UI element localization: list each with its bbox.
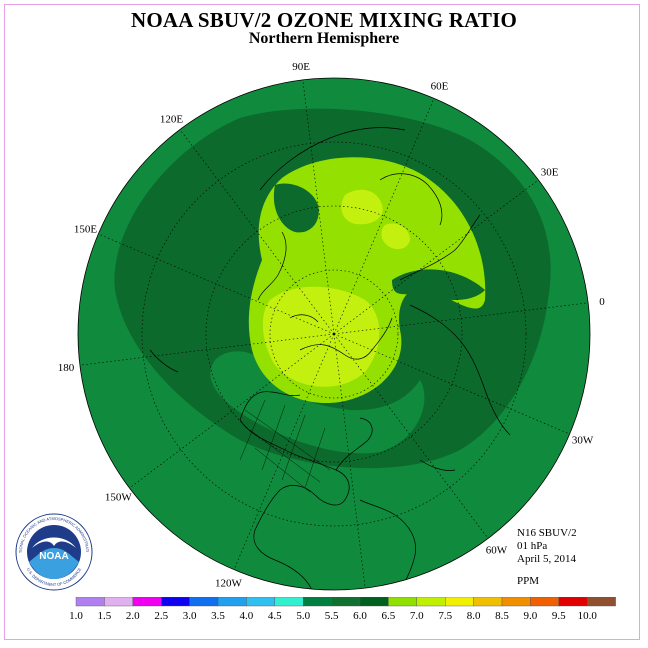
noaa-logo: NOAA NATIONAL OCEANIC AND ATMOSPHERIC AD… — [14, 512, 93, 591]
colorbar-swatch — [587, 597, 616, 607]
colorbar-swatch — [331, 597, 361, 607]
field-core-2 — [262, 286, 380, 387]
longitude-label: 30W — [572, 434, 594, 446]
map-border — [77, 77, 591, 591]
colorbar-tick-label: 1.0 — [69, 610, 83, 622]
longitude-label: 60W — [486, 545, 508, 557]
satellite-label: N16 SBUV/2 — [517, 527, 577, 539]
colorbar-tick-label: 4.5 — [268, 610, 282, 622]
colorbar-tick-label: 1.5 — [98, 610, 112, 622]
meridian-line — [233, 333, 335, 570]
longitude-label: 60E — [431, 80, 449, 92]
longitude-label: 120W — [215, 578, 243, 590]
longitude-label: 180 — [58, 362, 75, 374]
colorbar-swatch — [530, 597, 559, 607]
date-label: April 5, 2014 — [517, 553, 576, 565]
colorbar-swatch — [501, 597, 531, 607]
longitude-label: 150E — [74, 224, 98, 236]
meridian-line — [129, 333, 335, 489]
meridian-line — [333, 302, 589, 335]
field-dark-intrusion — [392, 269, 485, 300]
meridian-line — [302, 79, 335, 335]
colorbar-swatch — [302, 597, 332, 607]
meridian-line — [98, 233, 335, 335]
meridian-line — [333, 98, 435, 335]
figure-frame — [4, 4, 640, 640]
logo-wave — [29, 548, 79, 579]
colorbar-swatches — [75, 597, 616, 607]
colorbar-swatch — [160, 597, 190, 607]
info-block: N16 SBUV/2 01 hPa April 5, 2014 PPM — [517, 527, 577, 588]
longitude-label: 150W — [105, 491, 133, 503]
colorbar-swatch — [189, 597, 219, 607]
colorbar-swatch — [217, 597, 247, 607]
meridian-line — [333, 333, 489, 539]
units-label: PPM — [517, 575, 540, 587]
colorbar-swatch — [473, 597, 503, 607]
colorbar-tick-label: 7.0 — [410, 610, 424, 622]
colorbar-tick-label: 6.5 — [382, 610, 396, 622]
colorbar-tick-label: 3.0 — [183, 610, 197, 622]
map-subtitle: Northern Hemisphere — [248, 30, 400, 47]
colorbar-swatch — [104, 597, 133, 607]
colorbar-tick-label: 9.0 — [524, 610, 538, 622]
colorbar-tick-label: 2.5 — [154, 610, 168, 622]
map-title: NOAA SBUV/2 OZONE MIXING RATIO — [131, 8, 517, 32]
field-dark-tongue — [273, 183, 319, 233]
field-core-1 — [341, 189, 383, 225]
colorbar-tick-label: 9.5 — [552, 610, 566, 622]
colorbar-tick-label: 2.0 — [126, 610, 140, 622]
meridian-line — [179, 129, 335, 335]
longitude-label: 90E — [292, 61, 310, 73]
colorbar-swatch — [132, 597, 162, 607]
logo-text: NOAA — [39, 551, 68, 562]
colorbar-tick-label: 6.0 — [353, 610, 367, 622]
meridian-line — [79, 333, 335, 366]
meridian-lines — [79, 79, 589, 589]
colorbar-swatch — [246, 597, 275, 607]
meridian-line — [333, 333, 366, 589]
colorbar-tick-label: 7.5 — [438, 610, 452, 622]
field-core-3 — [381, 223, 410, 250]
colorbar-swatch — [359, 597, 389, 607]
longitude-label: 0 — [599, 296, 605, 308]
colorbar-tick-label: 10.0 — [578, 610, 598, 622]
colorbar-swatch — [445, 597, 474, 607]
colorbar-swatch — [558, 597, 588, 607]
colorbar-tick-label: 8.0 — [467, 610, 481, 622]
pressure-level: 01 hPa — [517, 540, 548, 552]
colorbar: 1.0 1.5 2.0 2.5 3.0 3.5 4.0 4.5 5.0 5.5 6.0 6.5 7.0 7… — [69, 597, 616, 622]
colorbar-tick-label: 5.0 — [296, 610, 310, 622]
meridian-line — [333, 179, 539, 335]
meridian-line — [333, 333, 570, 435]
colorbar-tick-label: 8.5 — [495, 610, 509, 622]
colorbar-swatch — [416, 597, 446, 607]
field-mid-lobe — [210, 351, 425, 454]
longitude-label: 30E — [541, 167, 559, 179]
longitude-label: 120E — [160, 113, 184, 125]
coastlines — [149, 127, 511, 590]
colorbar-swatch — [274, 597, 304, 607]
colorbar-tick-label: 4.0 — [240, 610, 254, 622]
graticule — [141, 141, 527, 527]
colorbar-swatch — [388, 597, 417, 607]
colorbar-tick-label: 3.5 — [211, 610, 225, 622]
colorbar-swatch — [75, 597, 105, 607]
us-states-grid — [239, 399, 331, 493]
logo-bird — [32, 537, 76, 548]
colorbar-tick-label: 5.5 — [325, 610, 339, 622]
colorbar-ticks: 1.0 1.5 2.0 2.5 3.0 3.5 4.0 4.5 5.0 5.5 6.0 6.5 7.0 7… — [69, 610, 597, 622]
